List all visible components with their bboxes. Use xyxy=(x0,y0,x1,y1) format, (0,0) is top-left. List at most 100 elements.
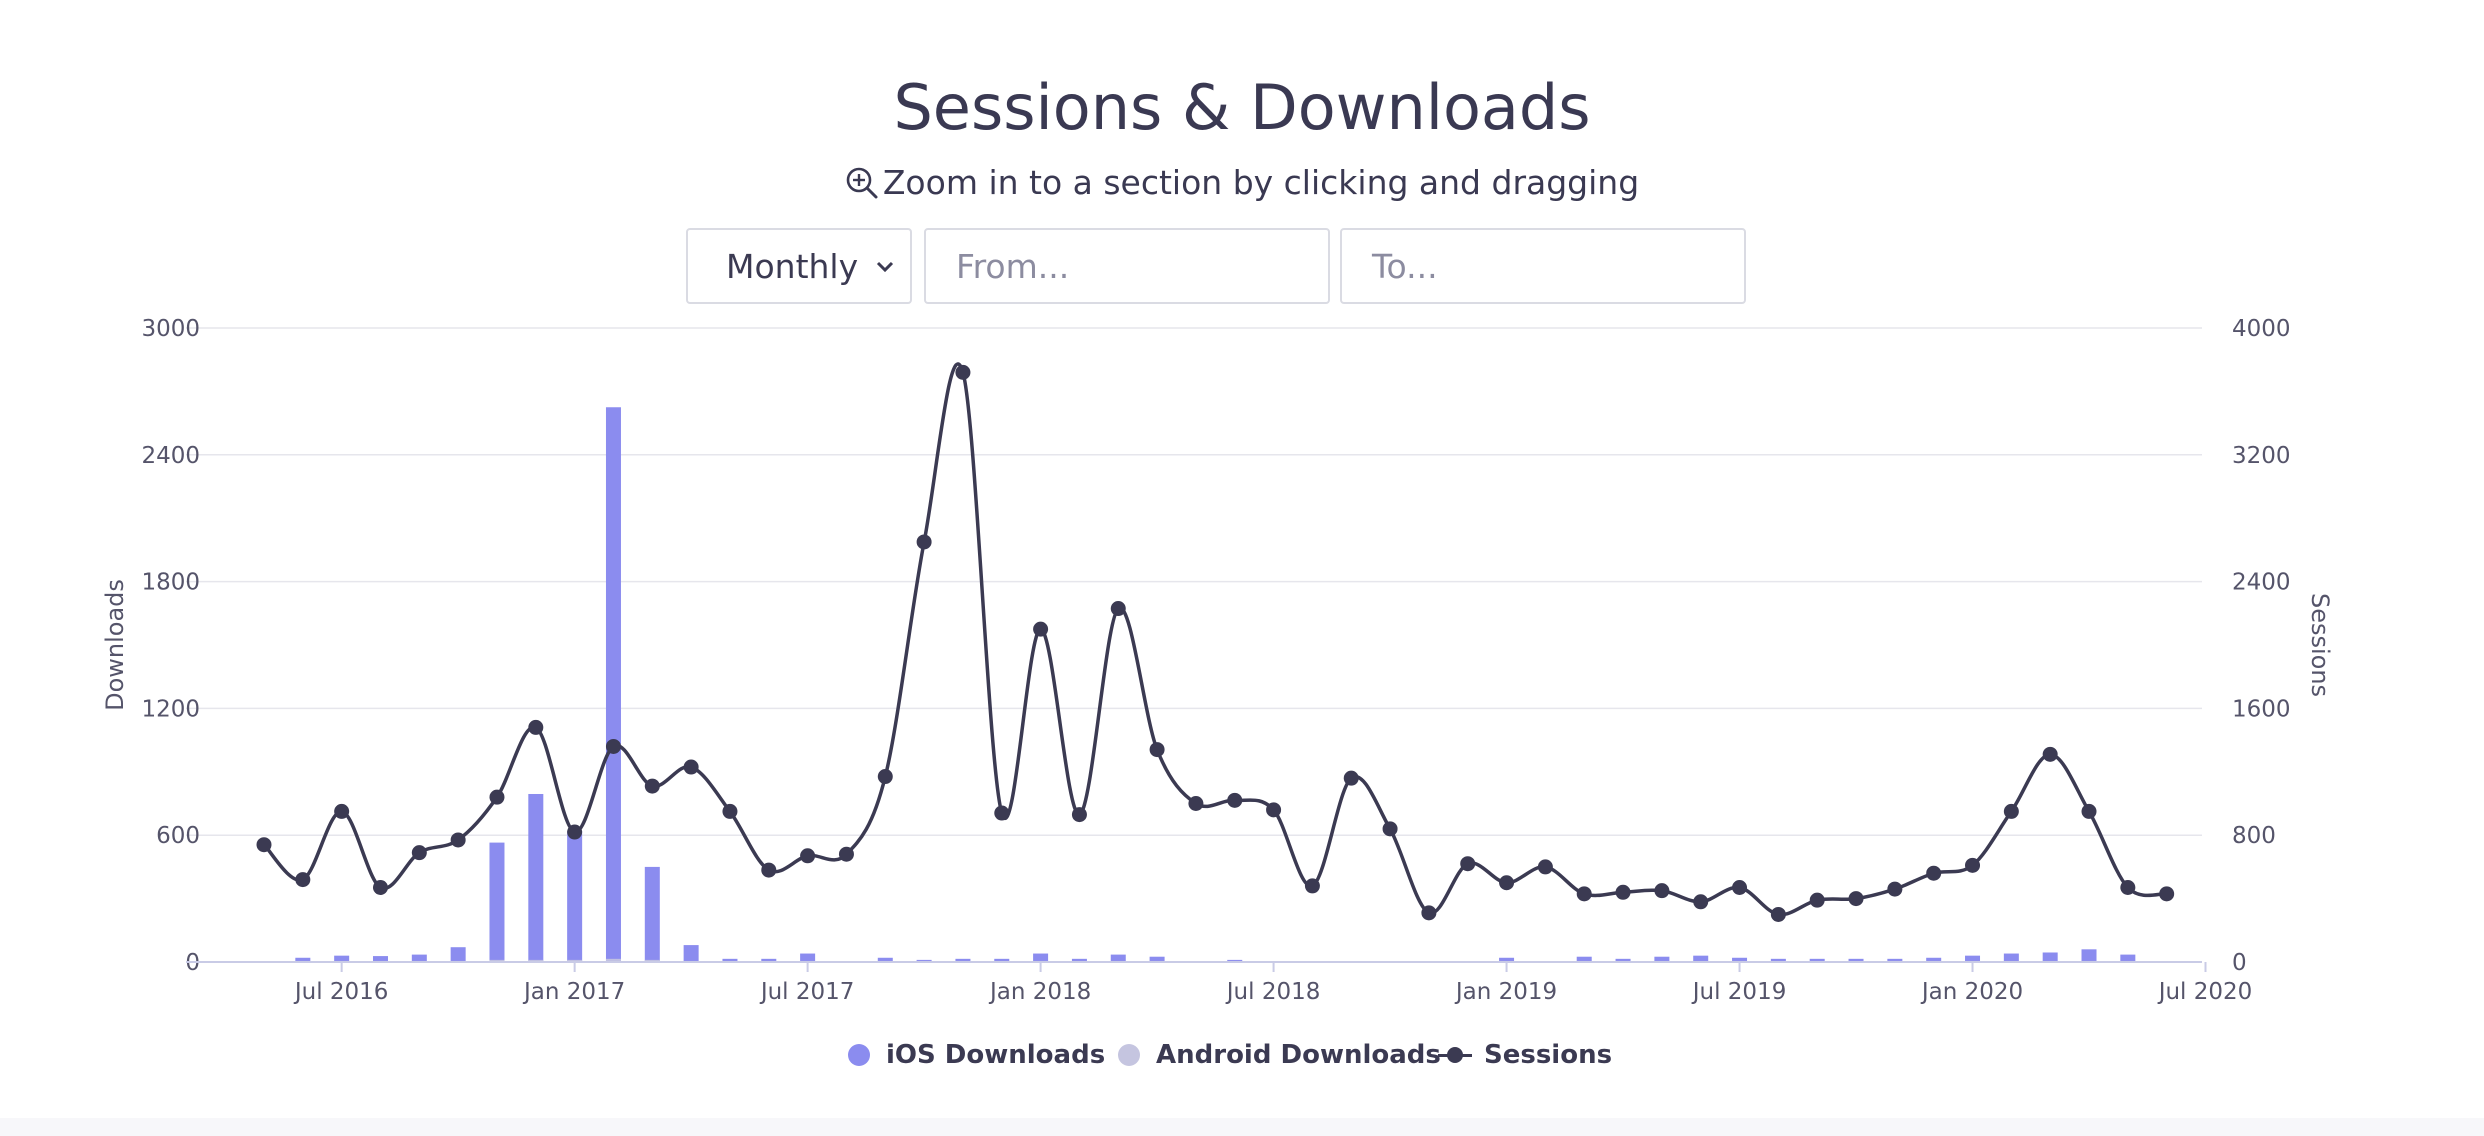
ios-download-bar xyxy=(411,954,427,962)
legend-label-sessions: Sessions xyxy=(1484,1040,1613,1070)
ios-download-bar xyxy=(372,956,388,962)
grid-lines xyxy=(186,327,2202,963)
ios-download-bar xyxy=(994,958,1010,962)
sessions-legend-marker xyxy=(1438,1044,1472,1066)
android-download-bar xyxy=(644,959,660,962)
ios-download-bar xyxy=(295,957,311,962)
ios-download-bar xyxy=(722,958,738,962)
android-legend-marker xyxy=(1118,1044,1140,1066)
sessions-point xyxy=(567,824,583,840)
android-download-bar xyxy=(567,959,583,962)
from-date-placeholder: From... xyxy=(956,246,1070,286)
zoom-in-icon xyxy=(846,167,878,199)
ios-download-bar xyxy=(1615,958,1631,962)
x-axis-tick-label: Jan 2020 xyxy=(1920,979,2023,1005)
ios-download-bar xyxy=(1654,956,1670,962)
sessions-point xyxy=(1965,857,1981,873)
sessions-point xyxy=(1499,875,1515,891)
from-date-input[interactable]: From... xyxy=(924,228,1330,304)
legend-item-android[interactable]: Android Downloads xyxy=(1118,1035,1441,1075)
left-axis-title: Downloads xyxy=(101,579,129,711)
android-download-bar xyxy=(605,958,621,962)
ios-download-bar xyxy=(644,866,660,962)
ios-download-bar xyxy=(528,793,544,962)
sessions-point xyxy=(916,534,932,550)
interval-select[interactable]: Monthly xyxy=(686,228,912,304)
chart-legend: iOS Downloads Android Downloads Sessions xyxy=(0,1035,2484,1075)
sessions-point xyxy=(1460,856,1476,872)
sessions-point xyxy=(605,738,621,754)
x-axis-tick-label: Jul 2016 xyxy=(293,979,389,1005)
sessions-point xyxy=(1033,621,1049,637)
ios-download-bar xyxy=(877,957,893,962)
right-axis-tick-label: 1600 xyxy=(2232,696,2291,722)
sessions-line xyxy=(256,362,2175,922)
ios-download-bar xyxy=(450,947,466,962)
legend-item-sessions[interactable]: Sessions xyxy=(1438,1035,1612,1075)
sessions-point xyxy=(2003,803,2019,819)
sessions-point xyxy=(450,832,466,848)
left-axis-tick-label: 1200 xyxy=(141,696,200,722)
sessions-point xyxy=(1926,865,1942,881)
ios-download-bar xyxy=(2003,953,2019,962)
ios-download-bar xyxy=(955,958,971,962)
sessions-point xyxy=(644,778,660,794)
sessions-point xyxy=(1809,892,1825,908)
sessions-point xyxy=(2120,880,2136,896)
x-axis-tick-label: Jul 2020 xyxy=(2157,979,2253,1005)
ios-download-bar xyxy=(1848,958,1864,962)
right-axis-tick-label: 3200 xyxy=(2232,443,2291,469)
sessions-point xyxy=(1654,883,1670,899)
page-footer-strip xyxy=(0,1118,2484,1136)
to-date-input[interactable]: To... xyxy=(1340,228,1746,304)
ios-legend-marker xyxy=(848,1044,870,1066)
right-axis-tick-label: 2400 xyxy=(2232,570,2291,596)
left-axis-tick-label: 2400 xyxy=(141,443,200,469)
x-axis-tick-label: Jul 2019 xyxy=(1691,979,1787,1005)
chart-title: Sessions & Downloads xyxy=(893,71,1591,144)
zoom-hint-text: Zoom in to a section by clicking and dra… xyxy=(882,163,1640,202)
ios-download-bar xyxy=(800,953,816,962)
x-axis-tick-label: Jul 2018 xyxy=(1225,979,1321,1005)
download-bars xyxy=(295,407,2136,962)
sessions-point xyxy=(1382,821,1398,837)
sessions-line-path xyxy=(262,362,2167,917)
ios-download-bar xyxy=(1149,956,1165,962)
ios-download-bar xyxy=(1499,957,1515,962)
ios-download-bar xyxy=(334,955,350,962)
sessions-point xyxy=(1770,906,1786,922)
ios-download-bar xyxy=(1110,954,1126,962)
sessions-point xyxy=(722,803,738,819)
ios-download-bar xyxy=(1576,956,1592,962)
ios-download-bar xyxy=(1071,958,1087,962)
legend-label-android: Android Downloads xyxy=(1156,1040,1441,1070)
ios-download-bar xyxy=(605,407,621,962)
legend-item-ios[interactable]: iOS Downloads xyxy=(848,1035,1105,1075)
sessions-point xyxy=(372,880,388,896)
sessions-point xyxy=(334,803,350,819)
sessions-point xyxy=(1848,891,1864,907)
sessions-point xyxy=(411,845,427,861)
sessions-point xyxy=(2081,803,2097,819)
sessions-point xyxy=(800,848,816,864)
sessions-point xyxy=(1188,796,1204,811)
sessions-downloads-chart[interactable]: 0600120018002400300008001600240032004000… xyxy=(0,0,2484,1020)
sessions-point xyxy=(2042,746,2058,762)
to-date-placeholder: To... xyxy=(1372,246,1438,286)
sessions-point xyxy=(994,805,1010,821)
sessions-point xyxy=(1343,770,1359,786)
sessions-point xyxy=(489,789,505,805)
sessions-point xyxy=(1110,601,1126,617)
android-download-bar xyxy=(489,959,505,962)
ios-download-bar xyxy=(1770,958,1786,962)
ios-download-bar xyxy=(2042,952,2058,962)
sessions-point xyxy=(1227,792,1243,808)
x-axis-tick-label: Jan 2018 xyxy=(988,979,1091,1005)
sessions-point xyxy=(955,364,971,380)
sessions-point xyxy=(1304,878,1320,894)
ios-download-bar xyxy=(1809,958,1825,962)
ios-download-bar xyxy=(567,830,583,962)
ios-download-bar xyxy=(1033,953,1049,962)
sessions-point xyxy=(528,719,544,735)
sessions-point xyxy=(683,759,699,775)
